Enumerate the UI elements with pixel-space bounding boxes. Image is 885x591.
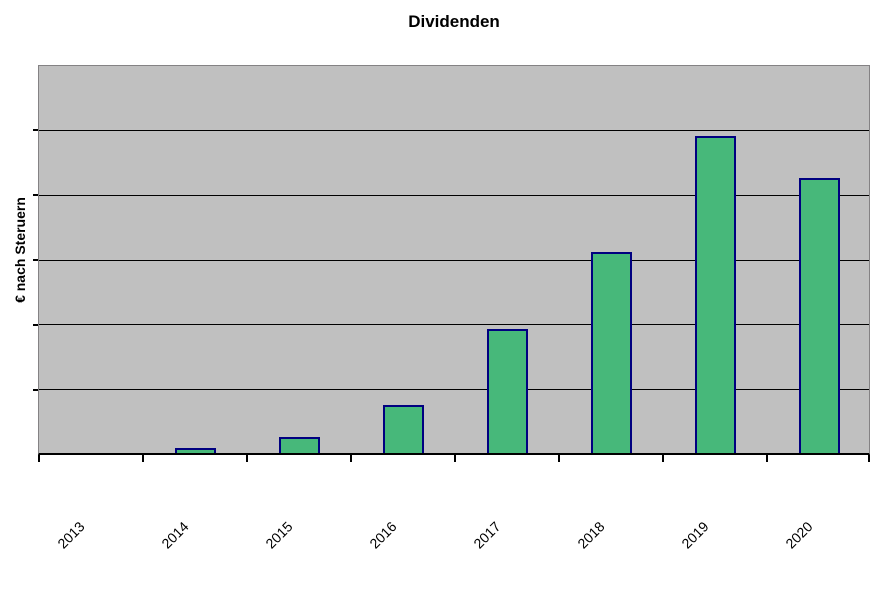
x-axis-tick	[38, 455, 40, 462]
plot-area	[38, 65, 870, 455]
y-axis-label: € nach Steruern	[12, 197, 28, 303]
gridline	[39, 323, 869, 325]
bar-2017	[486, 329, 528, 453]
x-axis-tick	[766, 455, 768, 462]
x-tick-label: 2017	[470, 518, 504, 552]
gridline	[39, 130, 869, 132]
x-axis-tick	[246, 455, 248, 462]
bar-2014	[174, 447, 216, 453]
bar-2020	[798, 178, 840, 453]
gridline	[39, 388, 869, 390]
y-axis-tick	[33, 194, 38, 196]
y-axis-tick	[33, 389, 38, 391]
y-axis-tick	[33, 324, 38, 326]
bar-2016	[382, 404, 424, 453]
x-tick-label: 2014	[158, 518, 192, 552]
x-axis-tick	[662, 455, 664, 462]
x-axis-tick	[868, 455, 870, 462]
x-axis-tick	[454, 455, 456, 462]
x-axis-tick	[350, 455, 352, 462]
gridline	[39, 259, 869, 261]
gridline	[39, 194, 869, 196]
x-axis-tick	[558, 455, 560, 462]
x-tick-label: 2016	[366, 518, 400, 552]
y-axis-tick	[33, 259, 38, 261]
y-axis-tick	[33, 129, 38, 131]
bar-2015	[278, 436, 320, 453]
x-tick-label: 2020	[782, 518, 816, 552]
chart-title: Dividenden	[408, 12, 500, 31]
x-tick-label: 2013	[54, 518, 88, 552]
x-tick-label: 2019	[678, 518, 712, 552]
x-tick-label: 2015	[262, 518, 296, 552]
bar-2018	[590, 252, 632, 453]
x-axis-tick	[142, 455, 144, 462]
bar-2019	[694, 136, 736, 453]
x-tick-label: 2018	[574, 518, 608, 552]
